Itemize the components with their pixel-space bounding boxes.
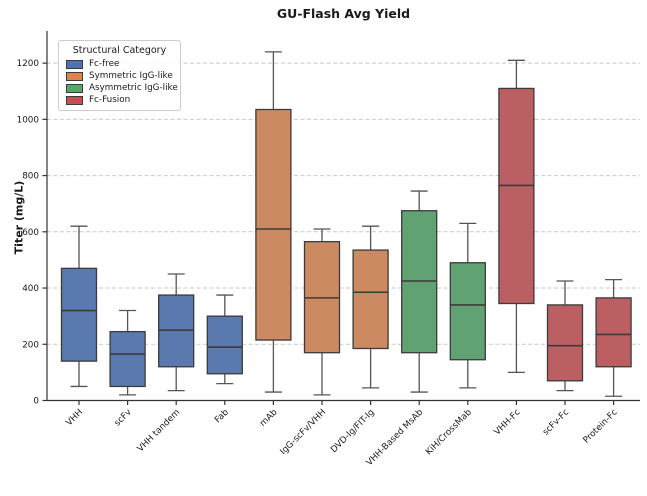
legend-swatch-icon	[66, 95, 83, 105]
x-tick-label: VHH-Fc	[493, 407, 523, 437]
legend-items: Fc-free Symmetric IgG-like Asymmetric IgG-…	[66, 59, 178, 105]
x-tick-label: Protein-Fc	[582, 407, 620, 445]
chart-title: GU-Flash Avg Yield	[276, 6, 411, 21]
legend-entry: Symmetric IgG-like	[66, 71, 173, 81]
box-DVD-Ig/FIT-Ig	[352, 249, 389, 350]
legend-swatch-icon	[66, 59, 83, 69]
legend-entry-label: Fc-Fusion	[89, 95, 131, 105]
y-tick-label: 400	[22, 284, 39, 294]
box-VHH	[60, 267, 98, 362]
legend-swatch-icon	[66, 71, 83, 81]
y-tick-label: 1200	[17, 59, 40, 69]
box-mAb	[255, 108, 292, 341]
y-tick-label: 1000	[17, 115, 40, 125]
box-scFv-Fc	[546, 304, 584, 382]
legend-title: Structural Category	[72, 45, 167, 56]
box-Protein-Fc	[595, 297, 632, 368]
x-tick-label: DVD-Ig/FIT-Ig	[329, 408, 377, 456]
legend-swatch-icon	[66, 83, 83, 93]
legend-entry: Asymmetric IgG-like	[66, 83, 178, 93]
x-tick-label: Fab	[213, 407, 231, 425]
x-tick-label: IgG-scFv/VHH	[279, 408, 329, 458]
x-tick-label: KiH/CrossMab	[424, 407, 474, 457]
x-tick-label: scFv	[113, 408, 134, 429]
y-tick-label: 600	[22, 228, 39, 238]
legend-entry-label: Asymmetric IgG-like	[89, 83, 178, 93]
legend-entry: Fc-free	[66, 59, 173, 69]
x-tick-label: mAb	[258, 407, 280, 429]
x-tick-label: scFv-Fc	[541, 407, 571, 437]
legend: Structural Category Fc-free Symmetric IgG…	[58, 40, 181, 111]
legend-entry-label: Fc-free	[89, 59, 120, 69]
x-tick-label: VHH tandem	[136, 408, 183, 455]
legend-entry-label: Symmetric IgG-like	[89, 71, 173, 81]
box-scFv	[109, 330, 146, 388]
legend-entry: Fc-Fusion	[66, 95, 173, 105]
box-VHH-Fc	[498, 87, 535, 305]
y-tick-label: 200	[22, 340, 39, 350]
box-KiH/CrossMab	[449, 262, 486, 361]
box-Fab	[206, 315, 243, 375]
y-tick-label: 0	[33, 397, 39, 407]
y-tick-label: 800	[22, 172, 39, 182]
x-tick-label: VHH	[64, 408, 85, 429]
